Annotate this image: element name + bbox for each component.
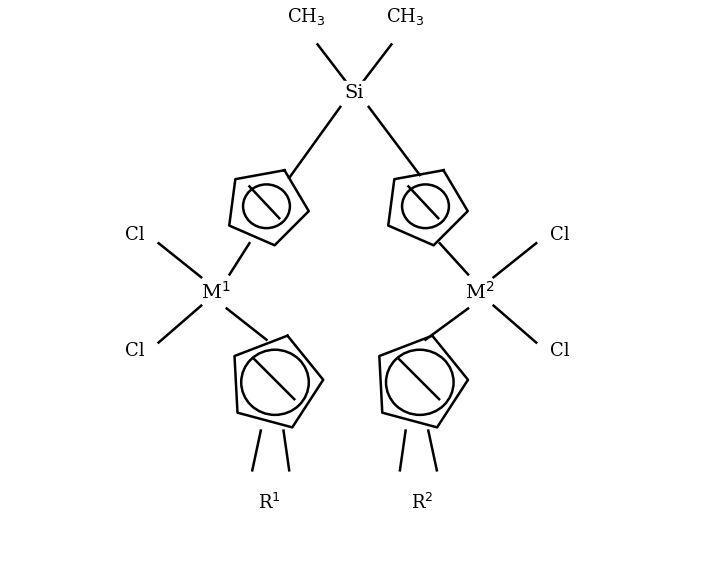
Text: M$^1$: M$^1$ [201, 281, 230, 302]
Text: R$^1$: R$^1$ [258, 493, 281, 513]
Text: M$^2$: M$^2$ [464, 281, 494, 302]
Text: Cl: Cl [550, 342, 570, 360]
Text: Cl: Cl [125, 225, 145, 243]
Text: CH$_3$: CH$_3$ [287, 6, 325, 27]
Text: R$^2$: R$^2$ [411, 493, 434, 513]
Text: Si: Si [345, 84, 364, 102]
Text: Cl: Cl [550, 225, 570, 243]
Text: Cl: Cl [125, 342, 145, 360]
Text: CH$_3$: CH$_3$ [386, 6, 425, 27]
